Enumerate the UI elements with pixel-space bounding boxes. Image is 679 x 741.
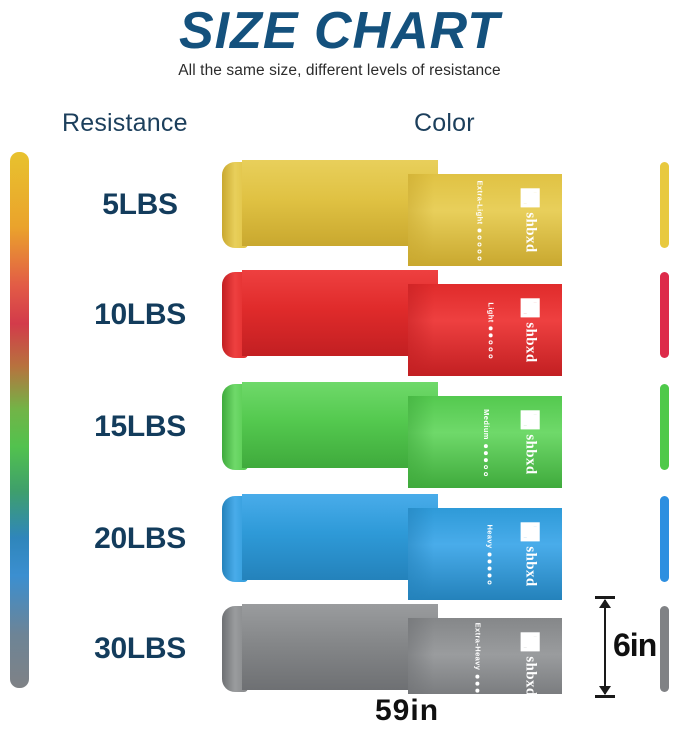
brand-mark-icon <box>520 521 540 541</box>
level-dot <box>477 255 482 260</box>
resistance-gradient-bar <box>10 152 29 688</box>
resistance-label: 5LBS <box>102 188 178 221</box>
level-dot <box>484 443 489 448</box>
page-subtitle: All the same size, different levels of r… <box>178 62 501 79</box>
band-print-label: shbxd Light <box>484 284 562 376</box>
resistance-band-image: shbxd Medium <box>222 382 562 488</box>
band-fold-shadow <box>408 174 434 266</box>
level-dot <box>477 248 482 253</box>
resistance-label: 15LBS <box>94 410 186 443</box>
dimension-cap-bottom <box>595 695 615 698</box>
height-dimension-label: 6in <box>613 627 657 663</box>
band-level-indicator: Heavy <box>485 523 495 585</box>
resistance-band-image: shbxd Heavy <box>222 494 562 600</box>
brand-name: shbxd <box>522 321 539 363</box>
resistance-band-image: shbxd Extra-Light <box>222 160 562 266</box>
color-swatch-pill <box>660 272 669 358</box>
height-dimension-line <box>595 596 615 698</box>
level-dot <box>489 333 494 338</box>
level-dot <box>487 573 492 578</box>
band-level-dots <box>489 326 494 359</box>
band-level-label: Heavy <box>485 523 495 549</box>
band-upper-panel <box>242 270 438 356</box>
resistance-band-image: shbxd Light <box>222 270 562 376</box>
band-level-dots <box>487 552 492 585</box>
brand-logo: shbxd <box>520 187 540 253</box>
band-level-indicator: Light <box>486 301 496 359</box>
band-print-label: shbxd Extra-Heavy <box>473 618 562 710</box>
band-level-dots <box>484 443 489 476</box>
level-dot <box>487 552 492 557</box>
resistance-label: 30LBS <box>94 632 186 665</box>
band-upper-panel <box>242 382 438 468</box>
color-swatch-pill <box>660 162 669 248</box>
band-upper-panel <box>242 160 438 246</box>
dimension-arrow-up-icon <box>599 599 611 608</box>
band-print-label: shbxd Extra-Light <box>475 174 562 266</box>
dimension-stem-vertical <box>604 600 606 694</box>
band-level-dots <box>477 227 482 260</box>
brand-mark-icon <box>520 297 540 317</box>
band-upper-panel <box>242 604 438 690</box>
band-level-indicator: Medium <box>482 409 491 476</box>
resistance-label: 10LBS <box>94 298 186 331</box>
band-level-indicator: Extra-Light <box>475 180 484 260</box>
resistance-label: 20LBS <box>94 522 186 555</box>
level-dot <box>484 464 489 469</box>
brand-name: shbxd <box>522 655 539 697</box>
brand-mark-icon <box>520 631 540 651</box>
level-dot <box>489 340 494 345</box>
band-fold-shadow <box>408 508 434 600</box>
band-level-label: Extra-Heavy <box>473 622 483 670</box>
band-fold-shadow <box>408 396 434 488</box>
brand-name: shbxd <box>522 545 539 587</box>
color-swatch-pill <box>660 496 669 582</box>
brand-logo: shbxd <box>520 521 540 587</box>
level-dot <box>477 241 482 246</box>
level-dot <box>484 450 489 455</box>
page-title: SIZE CHART <box>178 2 501 60</box>
band-fold-shadow <box>408 284 434 376</box>
level-dot <box>484 457 489 462</box>
band-upper-panel <box>242 494 438 580</box>
band-print-label: shbxd Heavy <box>484 508 562 600</box>
brand-mark-icon <box>520 187 540 207</box>
level-dot <box>487 580 492 585</box>
color-swatch-pill <box>660 606 669 692</box>
band-level-label: Light <box>486 301 496 323</box>
width-dimension-text: 59in <box>364 694 450 727</box>
column-header-color: Color <box>414 109 475 137</box>
brand-name: shbxd <box>522 433 539 475</box>
level-dot <box>484 471 489 476</box>
width-dimension-label: 59in <box>222 694 592 728</box>
level-dot <box>477 234 482 239</box>
level-dot <box>489 347 494 352</box>
color-swatch-pill <box>660 384 669 470</box>
level-dot <box>489 354 494 359</box>
resistance-band-image: shbxd Extra-Heavy <box>222 604 562 710</box>
dimension-cap-top <box>595 596 615 599</box>
level-dot <box>475 687 480 692</box>
level-dot <box>487 566 492 571</box>
level-dot <box>475 673 480 678</box>
level-dot <box>487 559 492 564</box>
band-print-label: shbxd Medium <box>482 396 562 488</box>
brand-logo: shbxd <box>520 631 540 697</box>
level-dot <box>489 326 494 331</box>
brand-logo: shbxd <box>520 409 540 475</box>
level-dot <box>477 227 482 232</box>
column-header-resistance: Resistance <box>62 109 188 137</box>
dimension-arrow-down-icon <box>599 686 611 695</box>
brand-mark-icon <box>520 409 540 429</box>
brand-logo: shbxd <box>520 297 540 363</box>
band-level-label: Medium <box>481 408 491 440</box>
level-dot <box>475 680 480 685</box>
brand-name: shbxd <box>522 211 539 253</box>
band-level-label: Extra-Light <box>475 180 485 224</box>
